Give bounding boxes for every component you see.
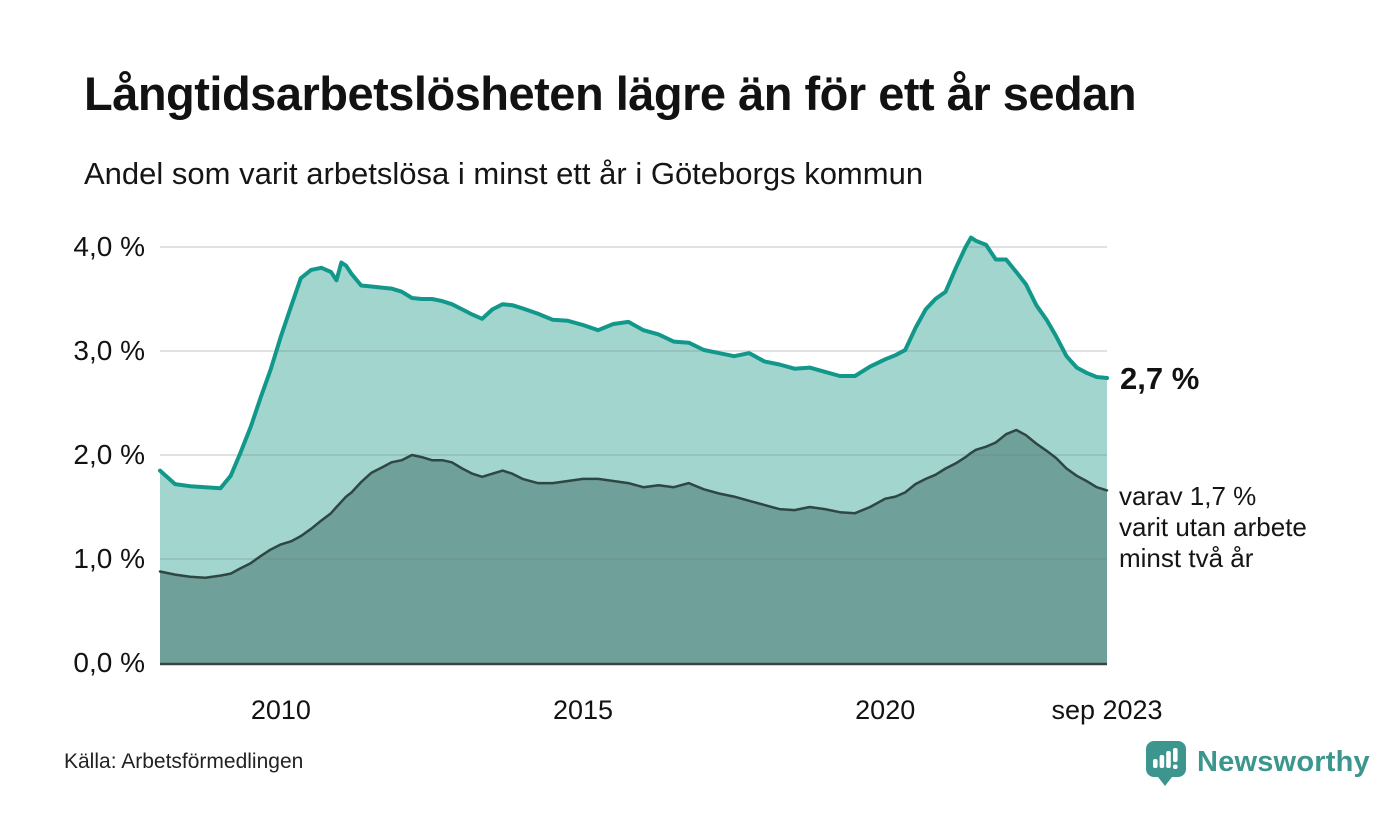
y-tick-label: 3,0 % xyxy=(73,335,145,366)
page-subtitle: Andel som varit arbetslösa i minst ett å… xyxy=(84,156,924,191)
y-tick-label: 2,0 % xyxy=(73,439,145,470)
x-tick-label: 2020 xyxy=(855,695,916,725)
x-tick-label: 2015 xyxy=(552,695,614,725)
series2-area xyxy=(160,430,1107,663)
y-tick-label: 0,0 % xyxy=(73,647,145,678)
brand-name: Newsworthy xyxy=(1197,746,1370,778)
brand-logo: Newsworthy xyxy=(1146,741,1370,793)
y-tick-label: 4,0 % xyxy=(73,231,145,262)
series1-line xyxy=(158,235,1109,491)
series2-end-value-label: varav 1,7 % varit utan arbete minst två … xyxy=(1119,481,1307,574)
series2-end-value-line1: varav 1,7 % xyxy=(1119,481,1257,511)
series1-end-value-label: 2,7 % xyxy=(1120,361,1200,396)
x-tick-label: 2010 xyxy=(250,695,311,725)
page-title: Långtidsarbetslösheten lägre än för ett … xyxy=(84,67,1137,120)
newsworthy-bubble-chart-icon xyxy=(1146,741,1186,786)
x-tick-label: sep 2023 xyxy=(1051,695,1163,725)
source-note: Källa: Arbetsförmedlingen xyxy=(64,750,304,773)
series2-line xyxy=(158,428,1109,579)
series2-end-value-line2: varit utan arbete xyxy=(1119,512,1307,542)
y-tick-label: 1,0 % xyxy=(73,543,145,574)
series2-end-value-line3: minst två år xyxy=(1119,543,1254,573)
